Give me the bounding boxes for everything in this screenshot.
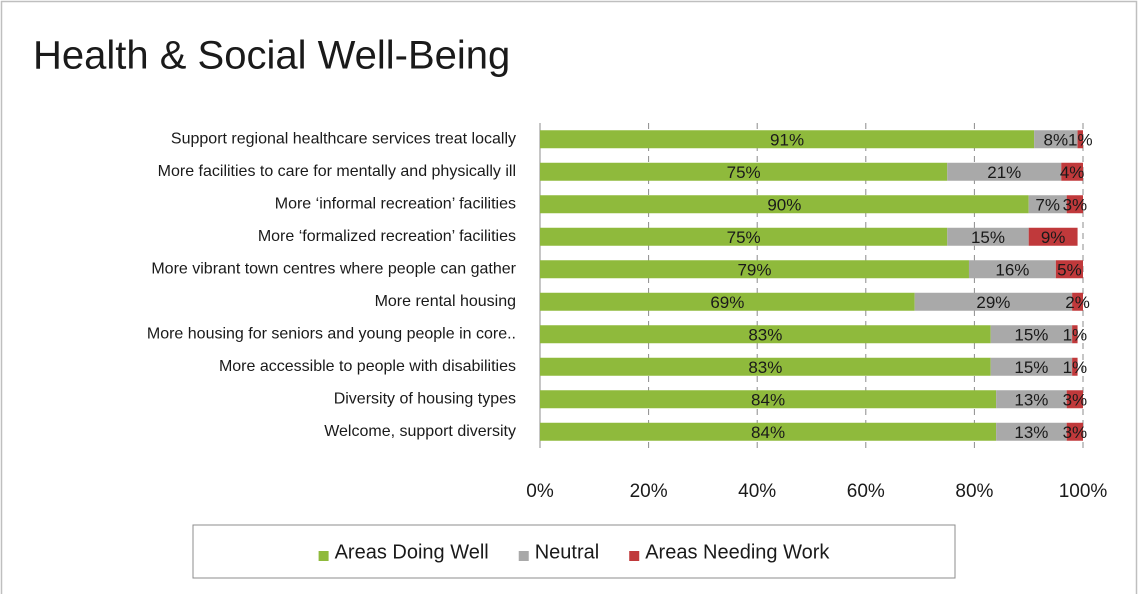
- data-label: 15%: [971, 228, 1005, 247]
- bar-segment: [947, 227, 1029, 246]
- bar-segment: [1055, 260, 1083, 279]
- data-label: 29%: [976, 293, 1010, 312]
- bar-segment: [996, 390, 1067, 409]
- data-label: 5%: [1057, 261, 1082, 280]
- data-label: 4%: [1060, 163, 1085, 182]
- y-tick-label: Welcome, support diversity: [324, 423, 516, 440]
- bar-segment: [1072, 292, 1083, 311]
- data-label: 84%: [751, 423, 785, 442]
- bar-segment: [540, 162, 948, 181]
- data-label: 69%: [710, 293, 744, 312]
- bar-segment: [540, 390, 997, 409]
- x-tick-label: 100%: [1059, 481, 1108, 502]
- bar-segment: [540, 130, 1035, 149]
- data-label: 75%: [727, 163, 761, 182]
- bar-segment: [1028, 195, 1067, 214]
- data-label: 16%: [995, 261, 1029, 280]
- bar-segment: [540, 195, 1029, 214]
- data-label: 83%: [748, 358, 782, 377]
- data-label: 79%: [737, 261, 771, 280]
- data-label: 1%: [1068, 131, 1093, 150]
- bar-segment: [968, 260, 1056, 279]
- y-tick-label: More ‘formalized recreation’ facilities: [258, 228, 516, 245]
- bar-segment: [1061, 162, 1083, 181]
- y-tick-label: More facilities to care for mentally and…: [158, 163, 516, 180]
- data-label: 2%: [1065, 293, 1090, 312]
- y-tick-label: More vibrant town centres where people c…: [151, 260, 516, 277]
- bar-segment: [540, 227, 948, 246]
- legend-box: [192, 524, 956, 579]
- data-label: 1%: [1063, 326, 1088, 345]
- legend-marker: [518, 551, 529, 561]
- data-label: 3%: [1063, 391, 1088, 410]
- data-label: 84%: [751, 391, 785, 410]
- bar-segment: [540, 260, 969, 279]
- data-label: 8%: [1044, 131, 1069, 150]
- legend-marker: [629, 551, 640, 561]
- data-label: 3%: [1063, 423, 1088, 442]
- bar-segment: [540, 292, 915, 311]
- bar-segment: [1028, 227, 1078, 246]
- legend-label: Neutral: [535, 541, 599, 563]
- bar-segment: [540, 422, 997, 441]
- data-label: 15%: [1014, 358, 1048, 377]
- bar-segment: [1066, 195, 1083, 214]
- y-tick-label: More rental housing: [375, 293, 516, 310]
- legend-label: Areas Doing Well: [335, 541, 489, 563]
- x-tick-label: 40%: [738, 481, 776, 502]
- data-label: 90%: [767, 196, 801, 215]
- data-label: 13%: [1014, 391, 1048, 410]
- data-label: 15%: [1014, 326, 1048, 345]
- data-label: 21%: [987, 163, 1021, 182]
- bar-segment: [1066, 422, 1083, 441]
- data-label: 3%: [1063, 196, 1088, 215]
- chart-title: Health & Social Well-Being: [33, 34, 510, 78]
- y-tick-label: More ‘informal recreation’ facilities: [275, 195, 516, 212]
- x-tick-label: 80%: [955, 481, 993, 502]
- legend-marker: [318, 551, 329, 561]
- bar-segment: [996, 422, 1067, 441]
- bar-segment: [1066, 390, 1083, 409]
- x-tick-label: 60%: [847, 481, 885, 502]
- bar-segment: [1034, 130, 1078, 149]
- data-label: 1%: [1063, 358, 1088, 377]
- bar-segment: [914, 292, 1073, 311]
- y-tick-label: Support regional healthcare services tre…: [171, 130, 516, 147]
- y-tick-label: Diversity of housing types: [334, 390, 516, 407]
- bar-segment: [540, 357, 991, 376]
- bar-segment: [990, 325, 1073, 344]
- bar-segment: [947, 162, 1062, 181]
- bar-segment: [990, 357, 1073, 376]
- bar-segment: [1077, 130, 1083, 149]
- bar-segment: [1072, 325, 1078, 344]
- x-tick-label: 0%: [526, 481, 554, 502]
- legend-label: Areas Needing Work: [645, 541, 830, 563]
- data-label: 9%: [1041, 228, 1066, 247]
- data-label: 7%: [1035, 196, 1060, 215]
- y-tick-label: More housing for seniors and young peopl…: [147, 325, 516, 342]
- data-label: 13%: [1014, 423, 1048, 442]
- data-label: 91%: [770, 131, 804, 150]
- bar-segment: [1072, 357, 1078, 376]
- data-label: 75%: [727, 228, 761, 247]
- data-label: 83%: [748, 326, 782, 345]
- x-tick-label: 20%: [630, 481, 668, 502]
- bar-segment: [540, 325, 991, 344]
- y-tick-label: More accessible to people with disabilit…: [219, 358, 516, 375]
